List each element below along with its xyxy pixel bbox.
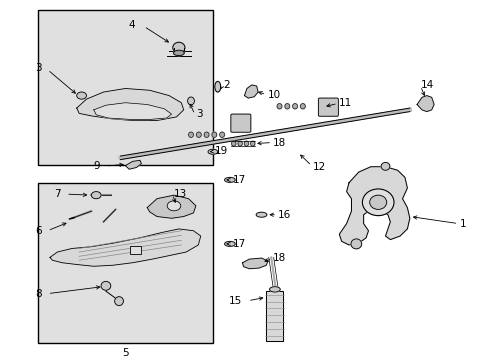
Polygon shape [50,229,201,266]
Polygon shape [125,160,141,169]
Ellipse shape [380,162,389,170]
Ellipse shape [269,287,280,292]
Text: 3: 3 [35,63,41,73]
Text: 4: 4 [128,20,135,30]
Ellipse shape [172,42,184,53]
Ellipse shape [219,132,224,138]
Bar [38,183,212,343]
Ellipse shape [369,195,386,210]
Polygon shape [77,89,183,121]
Text: 10: 10 [267,90,281,100]
Polygon shape [339,167,409,245]
Ellipse shape [285,104,289,109]
Ellipse shape [173,50,184,55]
FancyBboxPatch shape [318,98,338,116]
Text: 16: 16 [278,210,291,220]
Ellipse shape [292,104,297,109]
Ellipse shape [188,132,193,138]
Text: 18: 18 [273,138,286,148]
Ellipse shape [196,132,201,138]
Text: 6: 6 [35,226,41,236]
Polygon shape [244,85,258,98]
Bar [130,246,141,254]
Text: 19: 19 [214,147,227,157]
Bar [38,10,212,165]
Text: 13: 13 [173,189,186,199]
Ellipse shape [187,97,194,105]
Ellipse shape [231,141,236,146]
FancyBboxPatch shape [230,114,250,132]
Bar [266,291,283,341]
Text: 7: 7 [54,189,61,199]
Ellipse shape [115,297,123,306]
Text: 11: 11 [338,98,351,108]
Text: 17: 17 [232,175,245,185]
Ellipse shape [277,104,282,109]
Text: 18: 18 [273,253,286,264]
Text: 2: 2 [223,80,230,90]
Ellipse shape [91,192,101,199]
Ellipse shape [207,149,217,154]
Polygon shape [242,258,267,269]
Text: 14: 14 [420,80,433,90]
Polygon shape [147,195,196,218]
Ellipse shape [250,141,254,146]
Ellipse shape [300,104,305,109]
Bar [266,291,283,341]
Text: 9: 9 [93,161,100,171]
Ellipse shape [362,189,393,216]
Ellipse shape [203,132,208,138]
Ellipse shape [224,177,235,183]
Text: 1: 1 [458,219,465,229]
Text: 8: 8 [35,289,41,299]
Ellipse shape [214,81,220,92]
Ellipse shape [224,242,235,246]
Text: 5: 5 [122,348,128,358]
Ellipse shape [167,201,181,211]
Ellipse shape [238,141,242,146]
Polygon shape [416,96,433,112]
Text: 17: 17 [232,239,245,249]
Text: 15: 15 [228,296,242,306]
Text: 3: 3 [196,109,202,120]
Ellipse shape [77,92,86,99]
Polygon shape [94,103,171,120]
Text: 12: 12 [312,162,325,172]
Ellipse shape [101,282,111,290]
Ellipse shape [244,141,248,146]
Ellipse shape [350,239,361,249]
Ellipse shape [256,212,266,217]
Ellipse shape [211,132,216,138]
